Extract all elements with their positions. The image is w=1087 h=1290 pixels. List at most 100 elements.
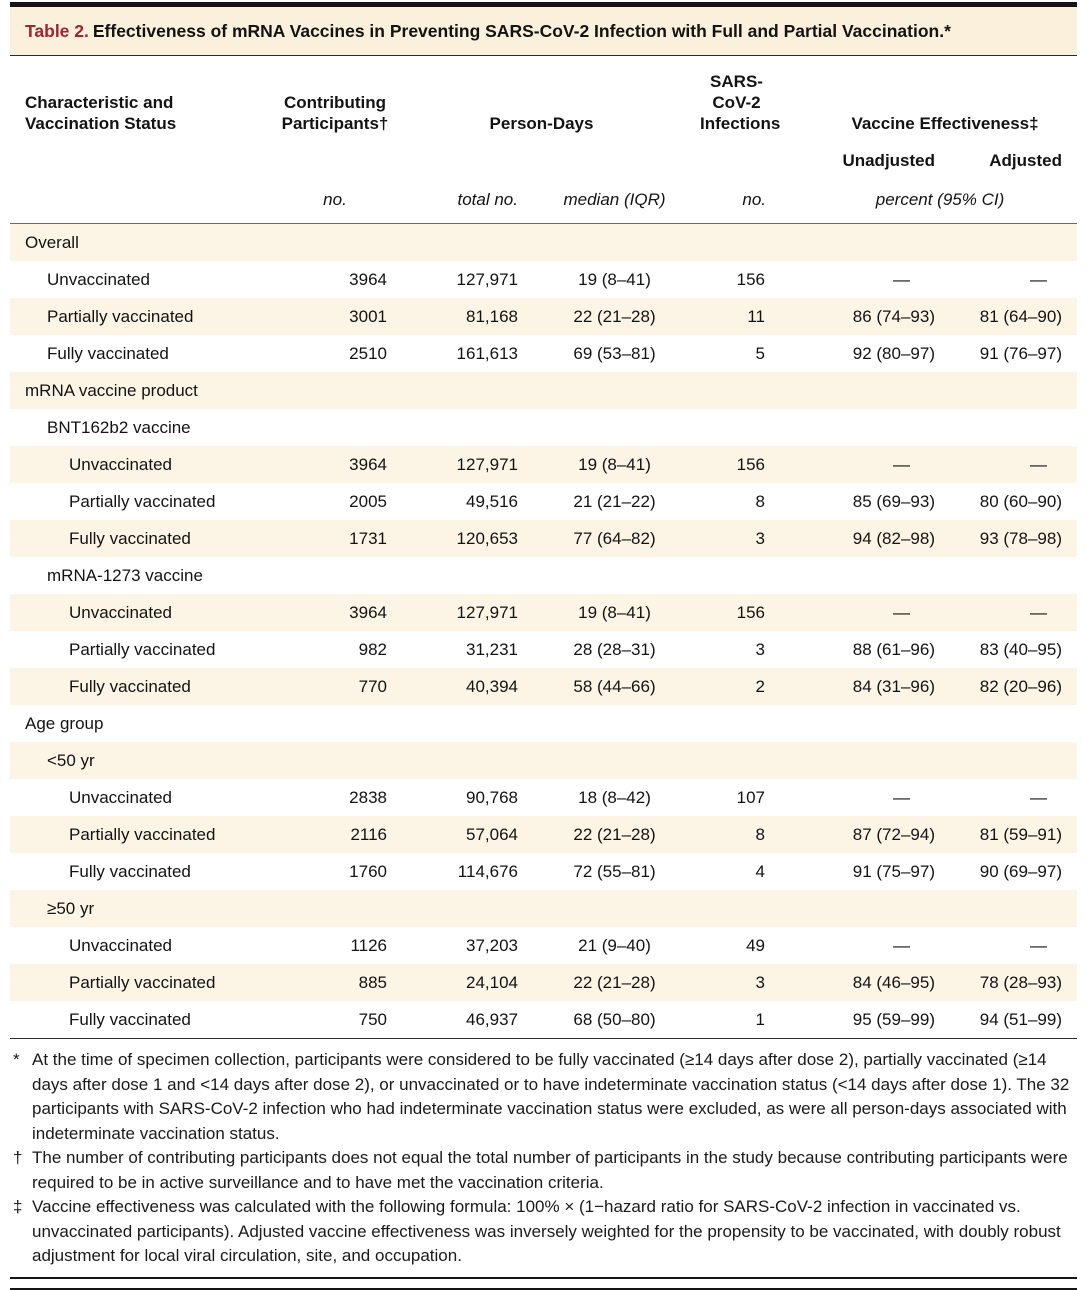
header-row-sub: Unadjusted Adjusted bbox=[10, 134, 1077, 171]
cell-contributing-participants: 3001 bbox=[275, 298, 395, 335]
cell-infections: 11 bbox=[688, 298, 773, 335]
row-label: Partially vaccinated bbox=[10, 298, 275, 335]
cell-infections bbox=[688, 742, 773, 779]
cell-person-days-total: 49,516 bbox=[466, 492, 518, 511]
table-row: Partially vaccinated 2005 49,516 21 (21–… bbox=[10, 483, 1077, 520]
cell-infections: 3 bbox=[688, 520, 773, 557]
cell-contributing-participants: 1126 bbox=[350, 936, 387, 955]
row-label: Fully vaccinated bbox=[10, 668, 275, 705]
cell-person-days-total bbox=[395, 409, 523, 446]
cell-person-days-median: 19 (8–41) bbox=[523, 594, 688, 631]
data-table: Characteristic and Vaccination Status Co… bbox=[10, 56, 1077, 1039]
cell-contributing-participants bbox=[275, 742, 395, 779]
cell-person-days-median bbox=[523, 742, 688, 779]
cell-person-days-total: 114,676 bbox=[457, 862, 518, 881]
cell-ve-adjusted: 82 (20–96) bbox=[950, 668, 1077, 705]
row-label: Partially vaccinated bbox=[10, 816, 275, 853]
cell-contributing-participants bbox=[275, 705, 395, 742]
table-row: Fully vaccinated 770 40,394 58 (44–66) 2… bbox=[10, 668, 1077, 705]
cell-person-days-total: 31,231 bbox=[466, 640, 518, 659]
cell-infections bbox=[688, 223, 773, 261]
cell-person-days-median: 22 (21–28) bbox=[523, 816, 688, 853]
cell-contributing-participants: 3964 bbox=[275, 594, 395, 631]
row-label: ≥50 yr bbox=[10, 890, 275, 927]
row-label: Partially vaccinated bbox=[69, 640, 216, 659]
cell-ve-unadjusted bbox=[773, 223, 950, 261]
cell-ve-adjusted: 81 (59–91) bbox=[950, 816, 1077, 853]
cell-infections bbox=[688, 890, 773, 927]
cell-ve-unadjusted bbox=[773, 742, 950, 779]
cell-ve-unadjusted: 86 (74–93) bbox=[773, 298, 950, 335]
cell-person-days-median: 77 (64–82) bbox=[523, 520, 688, 557]
cell-ve-unadjusted: 91 (75–97) bbox=[852, 862, 935, 881]
cell-person-days-median bbox=[523, 705, 688, 742]
table-title-text: Effectiveness of mRNA Vaccines in Preven… bbox=[92, 21, 951, 41]
cell-infections: 156 bbox=[736, 270, 765, 289]
row-label: mRNA vaccine product bbox=[10, 372, 275, 409]
col-header-contributing-participants: Contributing Participants† bbox=[281, 93, 389, 133]
cell-person-days-total: 161,613 bbox=[456, 344, 518, 363]
cell-infections: 3 bbox=[688, 964, 773, 1001]
unit-spacer bbox=[10, 171, 275, 224]
row-label: Unvaccinated bbox=[47, 270, 151, 289]
cell-contributing-participants: 1760 bbox=[349, 862, 387, 881]
cell-ve-adjusted: 81 (64–90) bbox=[950, 298, 1077, 335]
col-header-adjusted: Adjusted bbox=[989, 151, 1062, 170]
footnote: † The number of contributing participant… bbox=[12, 1146, 1075, 1195]
table-row: Unvaccinated 1126 37,203 21 (9–40) 49 — … bbox=[10, 927, 1077, 964]
cell-contributing-participants: 885 bbox=[275, 964, 395, 1001]
cell-person-days-total: 40,394 bbox=[395, 668, 523, 705]
table-row: Fully vaccinated 1760 114,676 72 (55–81)… bbox=[10, 853, 1077, 890]
col-header-sars-cov-2-infections: SARS-CoV-2 Infections bbox=[700, 72, 781, 133]
footnote-text: The number of contributing participants … bbox=[32, 1148, 1068, 1192]
cell-infections: 8 bbox=[755, 492, 765, 511]
cell-ve-adjusted bbox=[950, 557, 1077, 594]
cell-infections: 1 bbox=[755, 1010, 765, 1029]
footnotes: * At the time of specimen collection, pa… bbox=[10, 1039, 1077, 1269]
row-label: Fully vaccinated bbox=[69, 862, 191, 881]
table-row: Fully vaccinated 2510 161,613 69 (53–81)… bbox=[10, 335, 1077, 372]
cell-ve-unadjusted bbox=[773, 557, 950, 594]
cell-infections: 2 bbox=[688, 668, 773, 705]
cell-ve-unadjusted: — bbox=[773, 446, 950, 483]
cell-person-days-total bbox=[395, 223, 523, 261]
cell-ve-unadjusted: — bbox=[893, 270, 910, 289]
cell-person-days-total bbox=[395, 705, 523, 742]
cell-ve-adjusted bbox=[950, 223, 1077, 261]
cell-infections: 107 bbox=[736, 788, 765, 807]
cell-contributing-participants bbox=[275, 223, 395, 261]
cell-ve-adjusted: — bbox=[1030, 936, 1047, 955]
cell-contributing-participants: 2510 bbox=[349, 344, 387, 363]
table-row: Age group bbox=[10, 705, 1077, 742]
cell-person-days-total bbox=[395, 372, 523, 409]
cell-person-days-total: 81,168 bbox=[395, 298, 523, 335]
unit-person-days-total: total no. bbox=[395, 171, 523, 224]
cell-ve-adjusted: 83 (40–95) bbox=[979, 640, 1062, 659]
cell-ve-adjusted: — bbox=[1030, 788, 1047, 807]
cell-ve-adjusted: — bbox=[950, 446, 1077, 483]
unit-effectiveness: percent (95% CI) bbox=[773, 171, 1077, 224]
cell-ve-adjusted bbox=[950, 705, 1077, 742]
cell-contributing-participants bbox=[275, 890, 395, 927]
cell-person-days-median: 21 (9–40) bbox=[578, 936, 651, 955]
cell-contributing-participants: 2005 bbox=[349, 492, 387, 511]
table-row: Partially vaccinated 885 24,104 22 (21–2… bbox=[10, 964, 1077, 1001]
cell-ve-unadjusted: — bbox=[773, 594, 950, 631]
cell-infections bbox=[688, 409, 773, 446]
row-label: mRNA-1273 vaccine bbox=[47, 566, 203, 585]
row-label: BNT162b2 vaccine bbox=[47, 418, 191, 437]
cell-person-days-median: 68 (50–80) bbox=[573, 1010, 656, 1029]
cell-infections bbox=[688, 372, 773, 409]
cell-infections: 156 bbox=[688, 446, 773, 483]
cell-person-days-median: 28 (28–31) bbox=[573, 640, 656, 659]
cell-ve-adjusted: 93 (78–98) bbox=[950, 520, 1077, 557]
cell-ve-unadjusted: — bbox=[893, 936, 910, 955]
footnote-marker: † bbox=[13, 1148, 23, 1167]
bottom-double-rule bbox=[10, 1276, 1077, 1290]
footnote: * At the time of specimen collection, pa… bbox=[12, 1048, 1075, 1146]
cell-ve-adjusted: 78 (28–93) bbox=[950, 964, 1077, 1001]
cell-contributing-participants: 2116 bbox=[275, 816, 395, 853]
cell-contributing-participants: 982 bbox=[358, 640, 387, 659]
cell-ve-unadjusted: 88 (61–96) bbox=[852, 640, 935, 659]
cell-ve-unadjusted: 84 (31–96) bbox=[773, 668, 950, 705]
